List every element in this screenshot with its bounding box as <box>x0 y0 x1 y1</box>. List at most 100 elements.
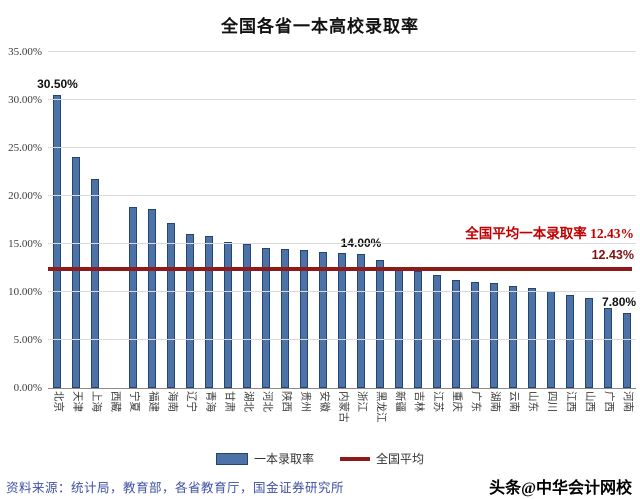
bar-福建 <box>148 209 157 388</box>
bar-河北 <box>262 247 271 388</box>
bar-slot-四川 <box>541 52 560 388</box>
x-label-text: 陕西 <box>280 391 292 412</box>
bar-甘肃 <box>224 242 233 388</box>
bar-江苏 <box>432 274 441 388</box>
y-axis: 0.00% 5.00% 10.00% 15.00% 20.00% 25.00% 30.00%… <box>0 46 44 394</box>
data-label-河南: 7.80% <box>602 295 637 310</box>
plot-area: 30.50% 14.00% 7.80% 全国平均一本录取率 12.43% 12.43… <box>37 51 636 389</box>
bar-内蒙古 <box>338 252 347 388</box>
x-label-贵州: 贵州 <box>295 391 314 447</box>
gridline <box>48 147 636 148</box>
bar-slot-新疆 <box>389 52 408 388</box>
x-label-辽宁: 辽宁 <box>181 391 200 447</box>
y-tick-label: 20.00% <box>8 190 42 202</box>
legend: 一本录取率 全国平均 <box>0 450 640 467</box>
bar-广西 <box>603 308 612 388</box>
gridline <box>48 291 636 292</box>
x-label-text: 青海 <box>204 391 216 412</box>
bar-山西 <box>584 297 593 388</box>
x-label-text: 甘肃 <box>223 391 235 412</box>
gridline <box>48 99 636 100</box>
x-label-text: 云南 <box>507 391 519 412</box>
bar-slot-陕西 <box>276 52 295 388</box>
bar-slot-湖北 <box>238 52 257 388</box>
bar-slot-江苏 <box>427 52 446 388</box>
bar-贵州 <box>300 249 309 388</box>
bar-湖北 <box>243 244 252 388</box>
data-label-浙江: 14.00% <box>340 235 382 250</box>
bar-山东 <box>527 288 536 388</box>
x-label-text: 江苏 <box>432 391 444 412</box>
x-label-text: 西藏 <box>109 391 121 412</box>
bar-slot-山东 <box>522 52 541 388</box>
legend-bar-label: 一本录取率 <box>253 452 314 466</box>
gridline <box>48 339 636 340</box>
legend-bar-swatch <box>215 452 248 465</box>
bar-湖南 <box>489 283 498 388</box>
x-label-湖南: 湖南 <box>484 391 503 447</box>
x-label-江西: 江西 <box>560 391 579 447</box>
bar-slot-青海 <box>200 52 219 388</box>
x-label-text: 辽宁 <box>185 391 197 412</box>
x-label-吉林: 吉林 <box>408 391 427 447</box>
x-label-青海: 青海 <box>200 391 219 447</box>
y-tick-label: 30.00% <box>8 94 42 106</box>
bar-slot-江西 <box>560 52 579 388</box>
bar-云南 <box>508 286 517 388</box>
bar-安徽 <box>319 251 328 388</box>
x-label-广西: 广西 <box>598 391 617 447</box>
bar-宁夏 <box>129 206 138 388</box>
legend-item-bars: 一本录取率 <box>215 450 314 467</box>
x-label-北京: 北京 <box>48 391 67 447</box>
average-line-value-label: 12.43% <box>591 247 634 262</box>
x-label-text: 北京 <box>52 391 64 412</box>
x-label-江苏: 江苏 <box>427 391 446 447</box>
x-label-山西: 山西 <box>579 391 598 447</box>
x-label-text: 重庆 <box>451 391 463 412</box>
gridline <box>48 243 636 244</box>
x-label-text: 河南 <box>621 391 633 412</box>
x-label-新疆: 新疆 <box>389 391 408 447</box>
bar-slot-上海 <box>86 52 105 388</box>
bar-slot-安徽 <box>314 52 333 388</box>
bar-slot-吉林 <box>408 52 427 388</box>
bar-slot-西藏 <box>105 52 124 388</box>
x-label-text: 广东 <box>470 391 482 412</box>
bar-吉林 <box>413 270 422 388</box>
x-axis-line <box>48 388 636 389</box>
bar-slot-辽宁 <box>181 52 200 388</box>
source-text: 资料来源：统计局，教育部，各省教育厅，国金证券研究所 <box>6 480 345 495</box>
x-label-text: 天津 <box>71 391 83 412</box>
bar-slot-北京: 30.50% <box>37 52 78 388</box>
x-label-浙江: 浙江 <box>352 391 371 447</box>
x-label-text: 浙江 <box>356 391 368 412</box>
legend-item-average: 全国平均 <box>340 450 424 467</box>
x-label-上海: 上海 <box>86 391 105 447</box>
bar-slot-贵州 <box>295 52 314 388</box>
average-line <box>48 266 632 271</box>
bar-新疆 <box>394 267 403 388</box>
bar-河南 <box>622 313 631 388</box>
bar-海南 <box>167 222 176 388</box>
bar-slot-广西 <box>598 52 617 388</box>
bar-slot-福建 <box>143 52 162 388</box>
bar-slot-河北 <box>257 52 276 388</box>
x-label-text: 黑龙江 <box>375 391 387 423</box>
bar-slot-甘肃 <box>219 52 238 388</box>
x-label-陕西: 陕西 <box>276 391 295 447</box>
y-tick-label: 10.00% <box>8 286 42 298</box>
bar-slot-天津 <box>67 52 86 388</box>
bar-上海 <box>91 178 100 388</box>
bar-slot-河南: 7.80% <box>602 52 636 388</box>
x-label-福建: 福建 <box>143 391 162 447</box>
bar-slot-湖南 <box>484 52 503 388</box>
bar-slot-重庆 <box>446 52 465 388</box>
bar-陕西 <box>281 248 290 388</box>
x-label-河北: 河北 <box>257 391 276 447</box>
y-tick-label: 5.00% <box>13 334 42 346</box>
x-label-内蒙古: 内蒙古 <box>333 391 352 447</box>
gridline <box>48 195 636 196</box>
bar-series: 30.50% 14.00% 7.80% <box>37 52 636 388</box>
x-label-text: 贵州 <box>299 391 311 412</box>
x-label-text: 上海 <box>90 391 102 412</box>
